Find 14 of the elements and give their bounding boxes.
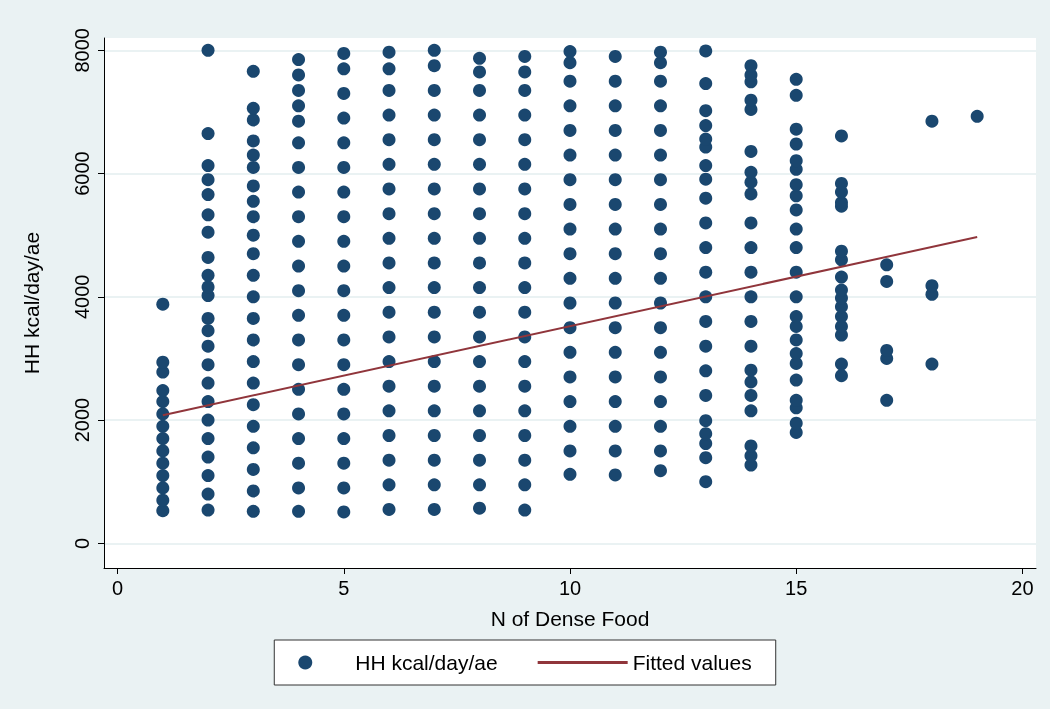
y-tick-label: 4000 <box>71 274 93 320</box>
x-axis-title: N of Dense Food <box>490 607 650 630</box>
legend-label: Fitted values <box>632 651 752 674</box>
legend-label: HH kcal/day/ae <box>355 651 498 674</box>
y-tick-label: 2000 <box>71 397 93 443</box>
x-tick-label: 10 <box>558 577 582 599</box>
x-tick-label: 0 <box>112 577 124 599</box>
x-tick-label: 20 <box>1011 577 1034 599</box>
y-tick-label: 6000 <box>71 151 93 196</box>
x-tick-label: 5 <box>338 577 350 599</box>
y-axis-title: HH kcal/day/ae <box>20 231 43 375</box>
y-tick-label: 8000 <box>71 28 93 73</box>
y-tick-label: 0 <box>71 537 93 549</box>
x-tick-label: 15 <box>785 577 808 599</box>
